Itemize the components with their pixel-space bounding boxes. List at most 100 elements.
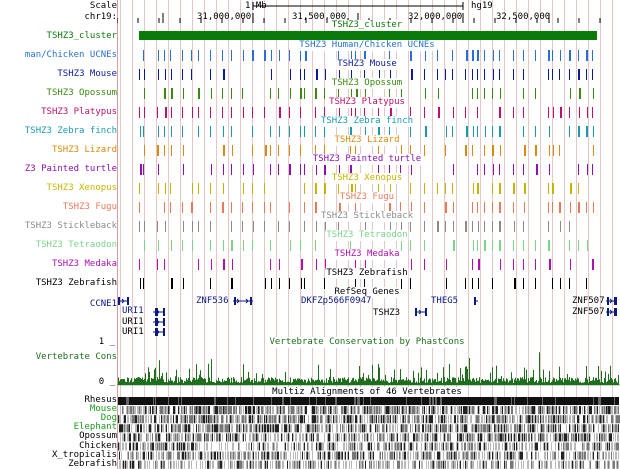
track-label-5[interactable]: TSHZ3 Lizard: [51, 145, 117, 155]
multiz-cell: [170, 460, 171, 469]
multiz-cell: [487, 424, 489, 433]
multiz-cell: [402, 406, 403, 415]
multiz-species-label-2[interactable]: Dog: [100, 413, 117, 424]
track-data-area[interactable]: 1 Mb hg19 31,000,000 31,500,000 32,000,0…: [117, 0, 620, 469]
multiz-cell: [300, 397, 301, 405]
multiz-cell: [336, 442, 337, 451]
multiz-cell: [248, 451, 249, 460]
multiz-cell: [238, 397, 239, 405]
gene-uri1-c[interactable]: URI1: [122, 327, 144, 337]
ucne-tick: [192, 183, 193, 194]
multiz-cell: [429, 397, 431, 405]
multiz-cell: [571, 424, 572, 433]
gene-znf536-body-arrow: [236, 298, 240, 304]
ucne-tick: [289, 278, 290, 289]
multiz-cell: [168, 397, 169, 405]
cons-bar: [303, 381, 304, 385]
gene-uri1-a-arrow: [156, 309, 160, 315]
multiz-species-label-7[interactable]: Zebrafish: [68, 458, 117, 469]
multiz-cell: [235, 397, 236, 405]
multiz-cell: [530, 433, 531, 442]
track-label-11[interactable]: TSHZ3 Medaka: [51, 259, 117, 269]
gene-znf507-a[interactable]: ZNF507: [572, 296, 605, 306]
multiz-cell: [429, 433, 430, 442]
multiz-cell: [124, 406, 126, 415]
multiz-species-label-5[interactable]: Chicken: [79, 440, 117, 451]
multiz-cell: [368, 460, 369, 469]
cons-bar: [549, 370, 550, 385]
multiz-species-label-3[interactable]: Elephant: [73, 422, 117, 433]
multiz-cell: [459, 397, 460, 405]
gene-theg5[interactable]: THEG5: [431, 296, 459, 306]
ucne-tick: [523, 50, 524, 61]
track-label-ccne1[interactable]: CCNE1: [89, 299, 117, 309]
multiz-cell: [556, 406, 557, 415]
multiz-cell: [464, 460, 465, 469]
multiz-cell: [217, 397, 218, 405]
multiz-cell: [431, 433, 432, 442]
multiz-cell: [220, 424, 222, 433]
multiz-species-label-0[interactable]: Rhesus: [84, 395, 117, 405]
track-label-3[interactable]: TSHZ3 Platypus: [41, 107, 117, 117]
multiz-cell: [357, 433, 358, 442]
multiz-cell: [468, 460, 470, 469]
multiz-cell: [283, 433, 284, 442]
multiz-species-label-6[interactable]: X_tropicalis: [51, 449, 117, 460]
multiz-cell: [376, 433, 377, 442]
track-label-9[interactable]: TSHZ3 Stickleback: [24, 221, 117, 231]
multiz-cell: [147, 424, 148, 433]
track-label-6[interactable]: Z3 Painted turtle: [24, 164, 117, 174]
multiz-cell: [165, 451, 166, 460]
multiz-cell: [618, 424, 619, 433]
track-label-7[interactable]: TSHZ3 Xenopus: [46, 183, 117, 193]
cons-bar: [390, 382, 391, 385]
multiz-cell: [441, 415, 443, 424]
track-label-0[interactable]: man/Chicken UCNEs: [24, 50, 117, 60]
cons-bar: [585, 377, 586, 385]
multiz-cell: [576, 442, 578, 451]
multiz-species-label-4[interactable]: Opossum: [79, 431, 117, 442]
multiz-cell: [485, 397, 487, 405]
multiz-cell: [481, 424, 482, 433]
track-label-vertebrate-cons[interactable]: Vertebrate Cons: [35, 352, 117, 362]
multiz-species-label-1[interactable]: Mouse: [89, 404, 117, 415]
multiz-cell: [306, 397, 307, 405]
multiz-cell: [413, 433, 415, 442]
ucne-tick: [500, 88, 501, 99]
multiz-cell: [351, 406, 352, 415]
track-label-1[interactable]: TSHZ3 Mouse: [57, 69, 117, 79]
multiz-cell: [151, 451, 152, 460]
gene-dkfzp566f0947[interactable]: DKFZp566F0947: [301, 296, 372, 306]
multiz-cell: [454, 415, 456, 424]
multiz-cell: [185, 415, 186, 424]
gene-uri1-b[interactable]: URI1: [122, 317, 144, 327]
multiz-cell: [118, 397, 120, 405]
multiz-cell: [502, 451, 504, 460]
cluster-bar[interactable]: [139, 31, 597, 40]
track-label-4[interactable]: TSHZ3 Zebra finch: [24, 126, 117, 136]
track-label-10[interactable]: TSHZ3 Tetraodon: [35, 240, 117, 250]
cons-bar: [333, 377, 334, 385]
multiz-cell: [276, 460, 277, 469]
gene-znf536[interactable]: ZNF536: [196, 296, 229, 306]
multiz-cell: [124, 442, 125, 451]
cons-bar: [453, 377, 454, 385]
multiz-cell: [344, 415, 345, 424]
multiz-cell: [441, 406, 442, 415]
multiz-cell: [217, 415, 218, 424]
multiz-cell: [160, 415, 161, 424]
multiz-cell: [429, 460, 430, 469]
multiz-cell: [547, 415, 548, 424]
track-label-tshz3-cluster[interactable]: TSHZ3_cluster: [46, 31, 117, 41]
multiz-cell: [314, 415, 316, 424]
gene-tshz3[interactable]: TSHZ3: [373, 308, 401, 318]
cons-bar: [207, 382, 208, 385]
gene-uri1-a[interactable]: URI1: [122, 306, 144, 316]
ucne-tick: [569, 240, 570, 251]
multiz-cell: [436, 406, 437, 415]
track-label-12[interactable]: TSHZ3 Zebrafish: [35, 278, 117, 288]
track-label-2[interactable]: TSHZ3 Opossum: [46, 88, 117, 98]
gene-znf507-b[interactable]: ZNF507: [572, 307, 605, 317]
ucne-tick: [171, 278, 173, 289]
track-label-8[interactable]: TSHZ3 Fugu: [62, 202, 117, 212]
